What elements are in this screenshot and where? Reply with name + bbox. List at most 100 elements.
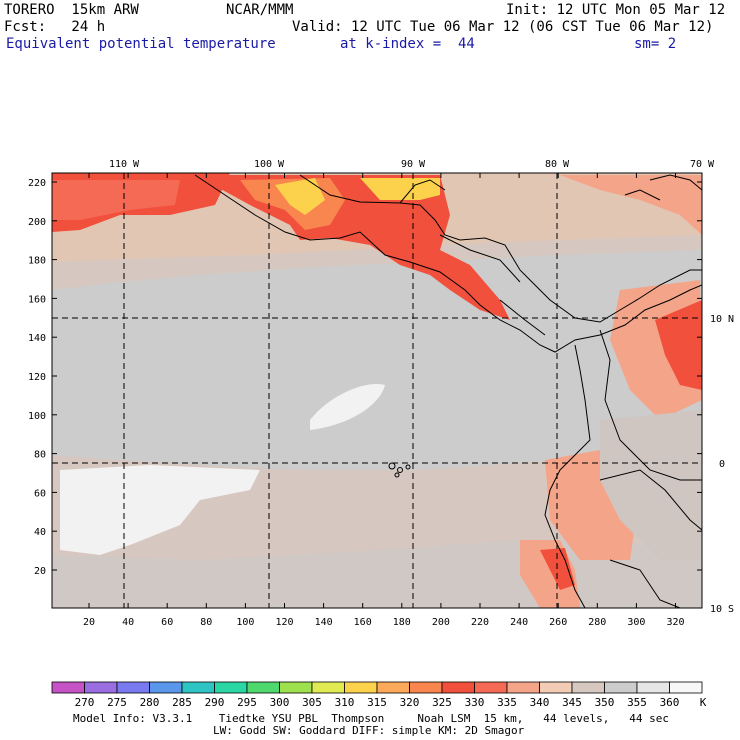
colorbar-label: 285: [172, 696, 192, 709]
colorbar-label: 305: [302, 696, 322, 709]
physics-info: LW: Godd SW: Goddard DIFF: simple KM: 2D…: [213, 724, 525, 737]
graticule: [52, 173, 702, 608]
colorbar-swatch: [539, 681, 573, 694]
gray-core: [120, 321, 520, 420]
colorbar-label: 355: [627, 696, 647, 709]
colorbar-label: 275: [107, 696, 127, 709]
yucatan-coast: [299, 174, 446, 204]
colorbar-swatch: [279, 681, 313, 694]
pacific-coast-central-america: [194, 174, 702, 353]
y-axis-ticks: 220 200 180 160 140 120 100 80 60 40 20: [28, 178, 702, 577]
y-tick-label: 60: [34, 488, 46, 499]
colorbar-swatch: [636, 681, 670, 694]
honduras-border: [439, 234, 521, 283]
white-patch-center: [310, 384, 385, 430]
x-tick-label: 140: [315, 617, 333, 628]
colorbar-label: 300: [269, 696, 290, 709]
level-index: at k-index = 44: [340, 36, 475, 52]
colorbar-label: 295: [237, 696, 257, 709]
x-tick-label: 180: [393, 617, 411, 628]
map-frame: [51, 172, 703, 609]
lat-label: 10 S: [710, 604, 734, 615]
longitude-labels: 110 W 100 W 90 W 80 W 70 W: [109, 159, 715, 170]
model-name: TORERO 15km ARW: [4, 2, 139, 18]
colorbar-label: 280: [139, 696, 160, 709]
colorbar-swatch: [571, 681, 605, 694]
organization: NCAR/MMM: [226, 2, 294, 18]
lon-label: 80 W: [545, 159, 570, 170]
latitude-labels: 10 N 0 10 S: [710, 314, 734, 615]
lat-label: 10 N: [710, 314, 734, 325]
colorbar-label: 310: [334, 696, 355, 709]
coastlines: [194, 174, 702, 608]
x-tick-label: 240: [510, 617, 528, 628]
x-tick-label: 280: [588, 617, 606, 628]
colorbar-label: 340: [529, 696, 550, 709]
colorbar-swatch: [181, 681, 215, 694]
colorbar-label: 345: [562, 696, 582, 709]
lat-label: 0: [719, 459, 725, 470]
colorbar-label: 325: [432, 696, 452, 709]
x-tick-label: 100: [236, 617, 254, 628]
colorbar-swatch: [506, 681, 540, 694]
y-tick-label: 200: [28, 217, 46, 228]
peru-border: [599, 469, 702, 531]
colombia-ecuador-border: [599, 329, 702, 481]
colorbar-swatch: [116, 681, 150, 694]
x-tick-label: 260: [549, 617, 567, 628]
south-america-west-coast: [544, 344, 591, 608]
y-tick-label: 180: [28, 256, 46, 267]
model-info: Model Info: V3.3.1 Tiedtke YSU PBL Thomp…: [73, 712, 670, 725]
y-tick-label: 140: [28, 333, 46, 344]
field-shading: [52, 173, 702, 608]
caribbean-coast: [399, 202, 702, 323]
colorbar-swatch: [441, 681, 475, 694]
colorbar-swatch: [246, 681, 280, 694]
x-tick-label: 80: [200, 617, 212, 628]
colorbar-swatch: [311, 681, 345, 694]
colorbar-swatch: [474, 681, 508, 694]
x-tick-label: 40: [122, 617, 134, 628]
colorbar-label: 315: [367, 696, 387, 709]
white-patch-southwest: [60, 465, 260, 555]
colorbar-label: 360: [659, 696, 680, 709]
y-tick-label: 100: [28, 411, 46, 422]
lon-label: 90 W: [401, 159, 426, 170]
salmon-caribbean: [560, 175, 702, 235]
colorbar-swatch: [376, 681, 410, 694]
lon-label: 110 W: [109, 159, 140, 170]
x-tick-label: 160: [354, 617, 372, 628]
forecast-hour: Fcst: 24 h: [4, 19, 106, 35]
lon-label: 100 W: [254, 159, 285, 170]
colorbar-swatch: [344, 681, 378, 694]
colorbar-swatch: [214, 681, 248, 694]
colorbar-label: 290: [204, 696, 225, 709]
caribbean-islands: [649, 174, 702, 191]
y-tick-label: 120: [28, 372, 46, 383]
red-core-northwest: [52, 180, 180, 220]
colorbar-swatch: [409, 681, 443, 694]
x-axis-ticks: 20 40 60 80 100 120 140 160 180 200 220 240 260 280 30…: [83, 173, 685, 628]
yellow-patch-mexico: [275, 178, 325, 215]
init-time: Init: 12 UTC Mon 05 Mar 12: [506, 2, 726, 18]
x-tick-label: 200: [432, 617, 450, 628]
y-tick-label: 20: [34, 566, 46, 577]
colorbar-label: 270: [74, 696, 95, 709]
gray-amazon: [600, 410, 702, 560]
costa-rica-border: [499, 299, 546, 336]
colorbar-label: 335: [497, 696, 517, 709]
colorbar-swatch: [669, 681, 703, 694]
red-patch-mexico: [195, 175, 510, 320]
x-tick-label: 220: [471, 617, 489, 628]
hispaniola-coast: [624, 189, 661, 201]
x-tick-label: 300: [627, 617, 645, 628]
colorbar-label: 330: [464, 696, 485, 709]
colorbar-swatch: [84, 681, 118, 694]
field-name: Equivalent potential temperature: [6, 36, 276, 52]
colorbar-unit: K: [699, 696, 707, 709]
brazil-border: [609, 559, 681, 608]
colorbar-swatch: [149, 681, 183, 694]
y-tick-label: 160: [28, 294, 46, 305]
colorbar-swatch: [604, 681, 638, 694]
